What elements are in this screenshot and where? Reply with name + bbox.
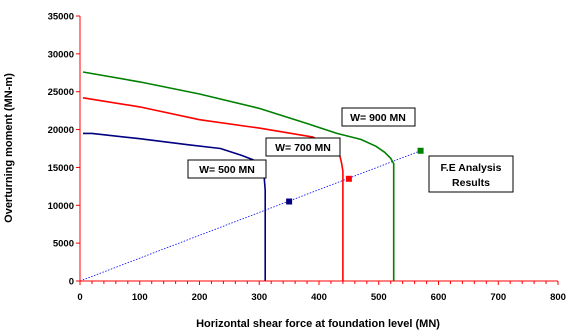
- series-line-2: [82, 97, 344, 281]
- annotation-fe-results: F.E Analysis Results: [428, 155, 514, 193]
- fe-point-2: [345, 175, 352, 182]
- x-tick-label: 600: [431, 292, 447, 303]
- x-tick-label: 800: [550, 292, 566, 303]
- tick-layer: 0 100 200 300 400 500 600 700 800 0 5000 10000 15000…: [48, 12, 566, 304]
- annotation-layer: W= 500 MN W= 700 MN W= 900 MN F.E Analys…: [187, 107, 514, 193]
- annotation-fe-line1: F.E Analysis: [441, 162, 502, 174]
- y-tick-label: 10000: [48, 201, 74, 212]
- annotation-w900: W= 900 MN: [341, 107, 416, 127]
- series-line-3: [82, 71, 395, 281]
- x-tick-label: 400: [311, 292, 327, 303]
- x-tick-label: 300: [251, 292, 267, 303]
- y-tick-label: 5000: [53, 239, 74, 250]
- y-tick-label: 25000: [48, 87, 74, 98]
- y-axis-title: Overturning moment (MN-m): [3, 73, 15, 223]
- annotation-w700-label: W= 700 MN: [275, 142, 331, 154]
- y-tick-label: 0: [69, 277, 74, 288]
- x-tick-label: 100: [132, 292, 148, 303]
- annotation-w500: W= 500 MN: [187, 159, 267, 179]
- y-tick-label: 20000: [48, 125, 74, 136]
- annotation-w700: W= 700 MN: [265, 137, 341, 157]
- annotation-w900-label: W= 900 MN: [350, 112, 406, 124]
- x-tick-label: 700: [490, 292, 506, 303]
- x-tick-label: 200: [192, 292, 208, 303]
- series-line-1: [83, 132, 267, 281]
- x-tick-label: 0: [77, 292, 82, 303]
- fe-point-3: [417, 147, 424, 154]
- y-tick-label: 15000: [48, 163, 74, 174]
- annotation-w500-label: W= 500 MN: [199, 164, 255, 176]
- annotation-fe-line2: Results: [452, 177, 490, 189]
- y-tick-label: 35000: [48, 12, 74, 23]
- fe-trend-line: [79, 150, 421, 282]
- y-tick-label: 30000: [48, 49, 74, 60]
- fe-point-1: [286, 198, 293, 205]
- x-axis-title: Horizontal shear force at foundation lev…: [196, 318, 440, 330]
- x-tick-label: 500: [371, 292, 387, 303]
